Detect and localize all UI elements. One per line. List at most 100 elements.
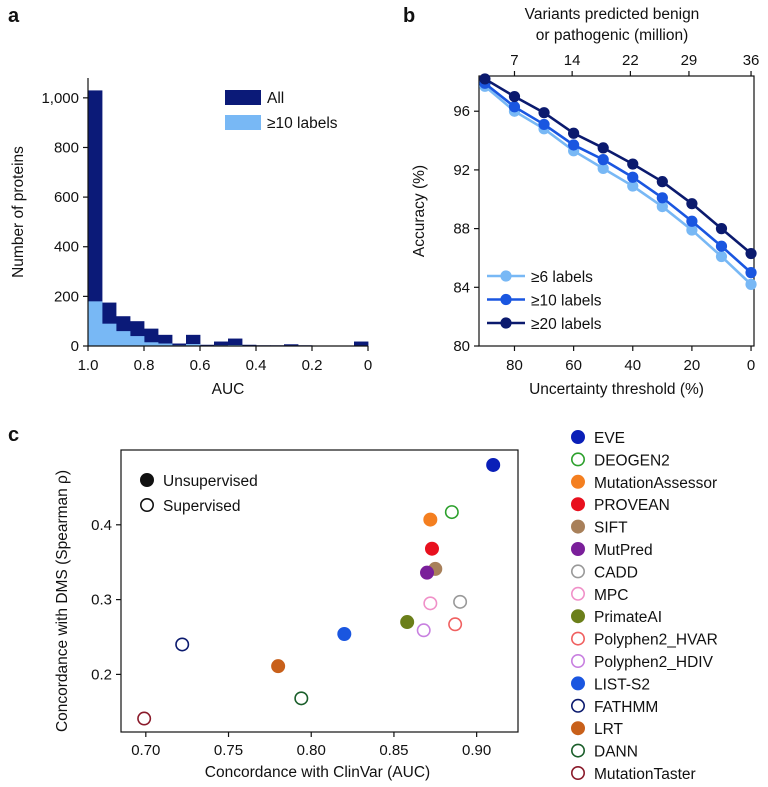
- series-point-1: [627, 171, 639, 183]
- y-tick-label: 0.3: [91, 592, 112, 609]
- bar-all-6: [172, 343, 187, 346]
- type-legend-marker: [140, 497, 155, 512]
- method-legend-label: EVE: [594, 430, 625, 447]
- method-legend-label: Polyphen2_HDIV: [594, 654, 714, 671]
- point-deogen2: [444, 505, 459, 520]
- series-point-1: [597, 154, 609, 166]
- point-lrt: [271, 659, 286, 674]
- x-tick-label: 80: [506, 357, 523, 374]
- y-tick-label: 200: [54, 288, 79, 305]
- method-legend-label: CADD: [594, 564, 638, 581]
- type-legend-label: Supervised: [163, 498, 241, 515]
- x-tick-label: 0.6: [190, 357, 211, 374]
- method-legend-marker: [570, 698, 585, 713]
- point-provean: [424, 541, 439, 556]
- point-primateai: [400, 615, 415, 630]
- y-tick-label: 600: [54, 189, 79, 206]
- method-legend-marker: [570, 631, 585, 646]
- legend-label: All: [267, 90, 284, 107]
- top-axis-title-line2: or pathogenic (million): [536, 27, 689, 44]
- panel-label-a: a: [8, 5, 20, 27]
- bar-all-11: [242, 344, 257, 346]
- method-legend-label: LIST-S2: [594, 676, 650, 693]
- point-mutationassessor: [423, 512, 438, 527]
- method-legend-marker: [570, 765, 585, 780]
- point-dann: [294, 691, 309, 706]
- y-tick-label: 84: [453, 279, 470, 296]
- x-tick-label: 40: [624, 357, 641, 374]
- histogram-panel-a: 0 200 400 600 800 1,000 1.0 0.8 0.6 0.4 0.2 0 AUC Num…: [10, 78, 372, 398]
- method-legend-label: LRT: [594, 721, 624, 738]
- bar-all-14: [284, 344, 299, 346]
- method-legend-marker: [570, 721, 585, 736]
- panel-label-c: c: [8, 424, 19, 446]
- series-point-2: [686, 198, 698, 210]
- x-tick-label: 0: [747, 357, 755, 374]
- method-legend-marker: [570, 676, 585, 691]
- y-axis-title: Number of proteins: [10, 146, 27, 278]
- point-list-s2: [337, 627, 352, 642]
- method-legend-label: DANN: [594, 744, 638, 761]
- series-point-0: [627, 180, 639, 192]
- x-tick-label: 0.4: [246, 357, 267, 374]
- series-point-2: [597, 142, 609, 154]
- top-tick-label: 14: [564, 52, 581, 69]
- legend-swatch: [225, 115, 261, 130]
- bar-10labels-3: [130, 336, 145, 346]
- series-point-2: [568, 127, 580, 139]
- method-legend-label: SIFT: [594, 520, 628, 537]
- series-point-1: [538, 118, 550, 131]
- bar-all-5: [158, 334, 173, 346]
- point-mpc: [423, 596, 438, 611]
- method-legend-marker: [570, 474, 585, 489]
- point-cadd: [453, 594, 468, 609]
- point-fathmm: [175, 637, 190, 652]
- bar-all-10: [228, 338, 243, 346]
- method-legend-label: MutationAssessor: [594, 475, 717, 492]
- x-tick-label: 1.0: [78, 357, 99, 374]
- x-tick-label: 0.80: [297, 742, 326, 759]
- top-tick-label: 36: [743, 52, 760, 69]
- x-tick-label: 0.2: [302, 357, 323, 374]
- method-legend-label: PROVEAN: [594, 497, 670, 514]
- series-point-2: [656, 176, 668, 188]
- bar-all-0: [88, 90, 103, 346]
- y-tick-label: 1,000: [41, 90, 79, 107]
- point-mutpred: [420, 565, 435, 580]
- method-legend-label: PrimateAI: [594, 609, 662, 626]
- bar-10labels-4: [144, 342, 159, 346]
- x-axis-title: Uncertainty threshold (%): [529, 381, 704, 398]
- series-point-2: [715, 223, 728, 235]
- method-legend-marker: [570, 564, 585, 579]
- legend-label: ≥10 labels: [531, 293, 602, 310]
- point-polyphen2-hvar: [448, 617, 463, 632]
- top-tick-label: 29: [681, 52, 698, 69]
- bar-all-7: [186, 334, 201, 346]
- x-tick-label: 20: [684, 357, 701, 374]
- series-point-1: [745, 267, 757, 279]
- series-point-0: [597, 162, 609, 175]
- series-point-2: [508, 90, 521, 103]
- method-legend-marker: [570, 653, 585, 668]
- method-legend-marker: [570, 519, 585, 534]
- series-point-2: [745, 247, 757, 260]
- series-point-1: [508, 101, 521, 113]
- x-tick-label: 0.75: [214, 742, 243, 759]
- type-legend-marker: [140, 472, 155, 487]
- bar-all-19: [354, 341, 369, 346]
- scatter-panel-c: 0.2 0.3 0.4 0.70 0.75 0.80 0.85 0.90 Concordance…: [54, 429, 718, 783]
- method-legend-marker: [570, 497, 585, 512]
- y-tick-label: 800: [54, 139, 79, 156]
- method-legend-label: FATHMM: [594, 699, 658, 716]
- series-point-0: [715, 250, 728, 263]
- legend-label: ≥10 labels: [267, 115, 338, 132]
- x-axis-title: AUC: [212, 381, 245, 398]
- plot-frame: [478, 75, 755, 347]
- point-mutationtaster: [137, 711, 152, 726]
- y-tick-label: 92: [453, 162, 470, 179]
- x-tick-label: 0.90: [462, 742, 491, 759]
- y-tick-label: 80: [453, 338, 470, 355]
- legend-swatch: [225, 90, 261, 105]
- series-point-0: [686, 224, 698, 236]
